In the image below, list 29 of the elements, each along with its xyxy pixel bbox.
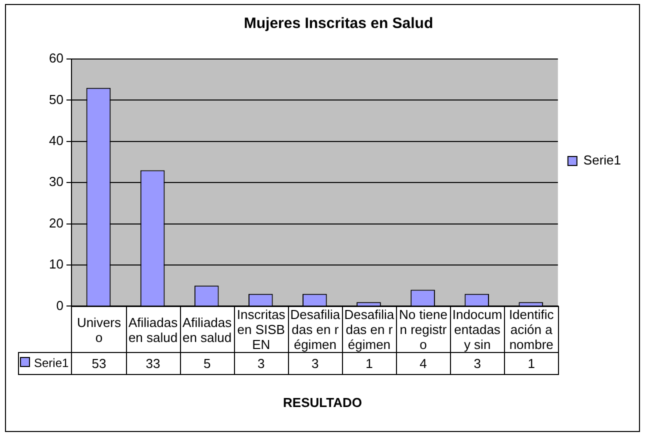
legend-label: Serie1 xyxy=(583,152,621,168)
data-label: 1 xyxy=(504,352,558,375)
y-tick-label: 50 xyxy=(48,92,64,107)
x-tick-label: Afiliadas en salud xyxy=(180,306,234,353)
x-tick-label: Universo xyxy=(72,306,126,353)
data-label: 4 xyxy=(396,352,450,375)
y-tick-label: 0 xyxy=(56,298,64,313)
x-tick-label: No tienen registro xyxy=(396,306,450,353)
chart-title: Mujeres Inscritas en Salud xyxy=(244,15,434,32)
text: Serie1 xyxy=(34,356,69,370)
x-tick-label: Desafiliadas en régimen xyxy=(288,306,342,353)
x-tick-label: Afiliadas en salud xyxy=(126,306,180,353)
x-tick-label: Indocumentadas y sin xyxy=(450,306,504,353)
data-label: 1 xyxy=(342,352,396,375)
data-label: 3 xyxy=(288,352,342,375)
data-label: 3 xyxy=(234,352,288,375)
x-tick-label: Desafiliadas en régimen xyxy=(342,306,396,353)
y-tick-label: 20 xyxy=(48,215,64,230)
x-tick-label: Identificación a nombre xyxy=(504,306,558,353)
y-tick-label: 30 xyxy=(48,174,64,190)
y-tick-label: 60 xyxy=(48,50,64,66)
x-tick-label: Inscritas en SISBEN xyxy=(234,306,288,353)
x-axis-title: RESULTADO xyxy=(282,395,363,410)
data-label: 53 xyxy=(72,352,126,375)
data-label: 33 xyxy=(126,352,180,375)
y-tick-label: 40 xyxy=(48,132,64,148)
y-tick-label: 10 xyxy=(48,256,64,272)
data-label: 5 xyxy=(180,352,234,375)
data-label: 3 xyxy=(450,352,504,375)
